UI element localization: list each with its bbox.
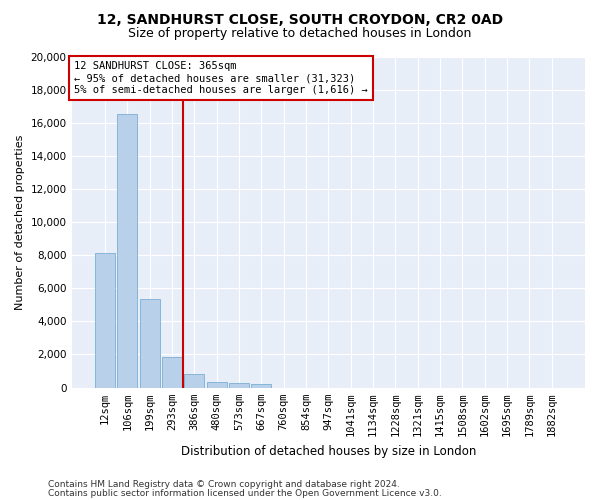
- Text: Contains public sector information licensed under the Open Government Licence v3: Contains public sector information licen…: [48, 490, 442, 498]
- Bar: [184, 374, 205, 388]
- Text: Size of property relative to detached houses in London: Size of property relative to detached ho…: [128, 28, 472, 40]
- Text: 12, SANDHURST CLOSE, SOUTH CROYDON, CR2 0AD: 12, SANDHURST CLOSE, SOUTH CROYDON, CR2 …: [97, 12, 503, 26]
- Bar: [251, 384, 271, 388]
- Bar: [229, 384, 249, 388]
- Text: 12 SANDHURST CLOSE: 365sqm
← 95% of detached houses are smaller (31,323)
5% of s: 12 SANDHURST CLOSE: 365sqm ← 95% of deta…: [74, 62, 368, 94]
- Y-axis label: Number of detached properties: Number of detached properties: [15, 134, 25, 310]
- X-axis label: Distribution of detached houses by size in London: Distribution of detached houses by size …: [181, 444, 476, 458]
- Bar: [162, 357, 182, 388]
- Text: Contains HM Land Registry data © Crown copyright and database right 2024.: Contains HM Land Registry data © Crown c…: [48, 480, 400, 489]
- Bar: [206, 382, 227, 388]
- Bar: [117, 114, 137, 388]
- Bar: [95, 254, 115, 388]
- Bar: [140, 299, 160, 388]
